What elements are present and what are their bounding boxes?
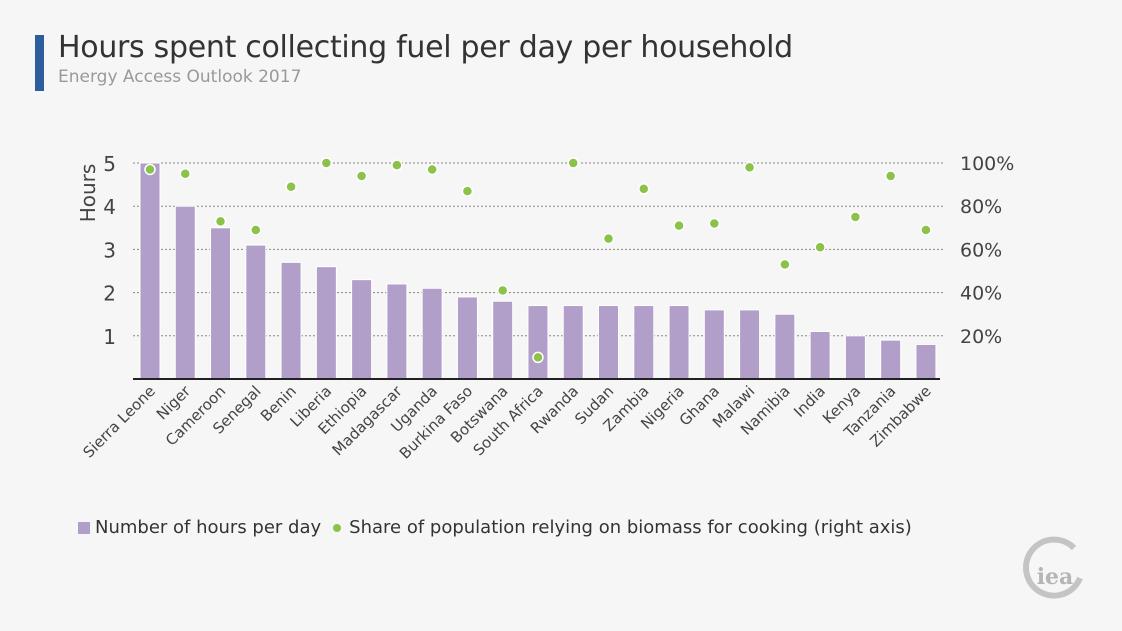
bar xyxy=(386,283,408,380)
y2-tick-label: 100% xyxy=(960,153,1014,175)
data-point xyxy=(250,224,262,236)
data-point xyxy=(496,284,509,297)
y-tick-label: 4 xyxy=(103,195,116,219)
bar xyxy=(351,279,373,380)
data-point xyxy=(708,217,721,230)
data-point xyxy=(391,159,403,171)
bar xyxy=(562,305,584,380)
bar xyxy=(703,309,725,380)
bar xyxy=(245,244,267,380)
bar xyxy=(598,305,620,380)
title-accent-bar xyxy=(35,35,44,91)
legend-point-label: Share of population relying on biomass f… xyxy=(349,517,912,538)
chart-subtitle: Energy Access Outlook 2017 xyxy=(58,67,302,87)
bar xyxy=(210,227,232,380)
y2-tick-label: 80% xyxy=(960,196,1002,218)
data-point xyxy=(179,168,192,180)
bar xyxy=(315,266,337,380)
data-point xyxy=(285,181,297,193)
y-tick-label: 2 xyxy=(103,282,116,306)
y2-tick-label: 20% xyxy=(960,326,1002,348)
bar xyxy=(280,261,302,380)
bar xyxy=(915,343,937,380)
y-tick-label: 5 xyxy=(103,152,116,176)
data-point xyxy=(426,163,438,176)
data-point xyxy=(814,241,826,253)
data-point xyxy=(602,232,615,245)
y2-tick-label: 40% xyxy=(960,283,1002,305)
y-tick-label: 3 xyxy=(103,238,116,262)
legend-bar-swatch xyxy=(78,521,90,534)
data-point xyxy=(214,215,227,228)
data-point xyxy=(567,157,579,169)
iea-logo: iea xyxy=(1023,536,1083,599)
bar xyxy=(421,287,443,380)
data-point xyxy=(532,351,544,364)
data-point xyxy=(849,211,862,223)
bar xyxy=(739,309,761,380)
data-point xyxy=(638,183,650,195)
chart-title: Hours spent collecting fuel per day per … xyxy=(58,30,793,65)
bar xyxy=(174,205,196,380)
bar xyxy=(456,296,478,380)
legend-point-swatch xyxy=(333,523,342,532)
x-tick-label: Sierra Leone xyxy=(79,382,158,461)
bar xyxy=(492,300,514,380)
bar xyxy=(527,305,549,380)
bar xyxy=(668,305,690,380)
legend-bar-label: Number of hours per day xyxy=(95,517,322,538)
y-axis-label: Hours xyxy=(76,164,100,223)
data-point xyxy=(920,224,932,236)
data-point xyxy=(884,170,897,182)
bar xyxy=(139,162,161,380)
y-tick-label: 1 xyxy=(103,325,116,349)
data-point xyxy=(461,185,474,197)
bar xyxy=(844,335,866,380)
data-point xyxy=(355,170,368,182)
bar xyxy=(633,305,655,380)
bar xyxy=(880,339,902,380)
data-point xyxy=(673,219,685,232)
data-point xyxy=(144,163,156,176)
legend: Number of hours per day Share of populat… xyxy=(78,517,912,538)
data-point xyxy=(779,258,791,271)
bar xyxy=(774,313,796,380)
data-point xyxy=(320,157,333,169)
svg-text:iea: iea xyxy=(1037,564,1074,590)
y2-tick-label: 60% xyxy=(960,239,1002,261)
bar xyxy=(809,330,831,380)
data-point xyxy=(743,161,756,174)
